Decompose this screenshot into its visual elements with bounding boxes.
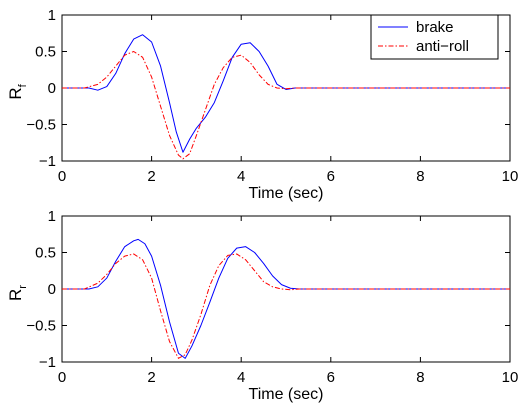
x-tick-label: 6 <box>327 168 335 185</box>
y-tick-label: −1 <box>39 153 56 170</box>
legend-box <box>370 14 499 60</box>
x-tick-label: 8 <box>416 369 424 386</box>
chart-front: 0 2 4 6 8 10 1 0.5 0 −0.5 −1 Time (sec) Rf brake anti−… <box>6 7 518 202</box>
x-tick-label: 2 <box>147 369 155 386</box>
legend-label-1: anti−roll <box>416 38 469 55</box>
y-tick-label: −1 <box>39 354 56 371</box>
y-tick-label: 0.5 <box>35 44 56 61</box>
legend-label-0: brake <box>416 19 454 36</box>
y-tick-label: 0 <box>48 80 56 97</box>
x-tick-label: 2 <box>147 168 155 185</box>
x-tick-label: 0 <box>58 168 66 185</box>
y-axis-label-main: R <box>6 289 25 301</box>
x-tick-label: 4 <box>237 369 245 386</box>
series-line-1 <box>62 51 510 160</box>
y-axis-label-subscript: r <box>17 285 29 289</box>
x-tick-label: 6 <box>327 369 335 386</box>
y-axis-label-subscript: f <box>17 83 29 87</box>
x-tick-label: 8 <box>416 168 424 185</box>
y-tick-label: 0.5 <box>35 245 56 262</box>
series-line-0 <box>62 238 510 359</box>
y-tick-label: −0.5 <box>26 318 56 335</box>
series-line-1 <box>62 253 510 359</box>
y-tick-label: 0 <box>48 281 56 298</box>
x-tick-label: 10 <box>502 369 519 386</box>
y-axis-label-main: R <box>6 87 25 99</box>
x-axis-label: Time (sec) <box>249 386 324 403</box>
y-axis-label: Rr <box>6 285 29 301</box>
chart-rear: 0 2 4 6 8 10 1 0.5 0 −0.5 −1 Time (sec) Rr <box>6 208 518 403</box>
x-tick-label: 10 <box>502 168 519 185</box>
x-axis-label: Time (sec) <box>249 185 324 202</box>
series-line-0 <box>62 34 510 153</box>
x-tick-label: 0 <box>58 369 66 386</box>
y-tick-label: −0.5 <box>26 117 56 134</box>
y-tick-label: 1 <box>48 208 56 225</box>
y-tick-label: 1 <box>48 7 56 24</box>
y-axis-label: Rf <box>6 83 29 99</box>
x-tick-label: 4 <box>237 168 245 185</box>
